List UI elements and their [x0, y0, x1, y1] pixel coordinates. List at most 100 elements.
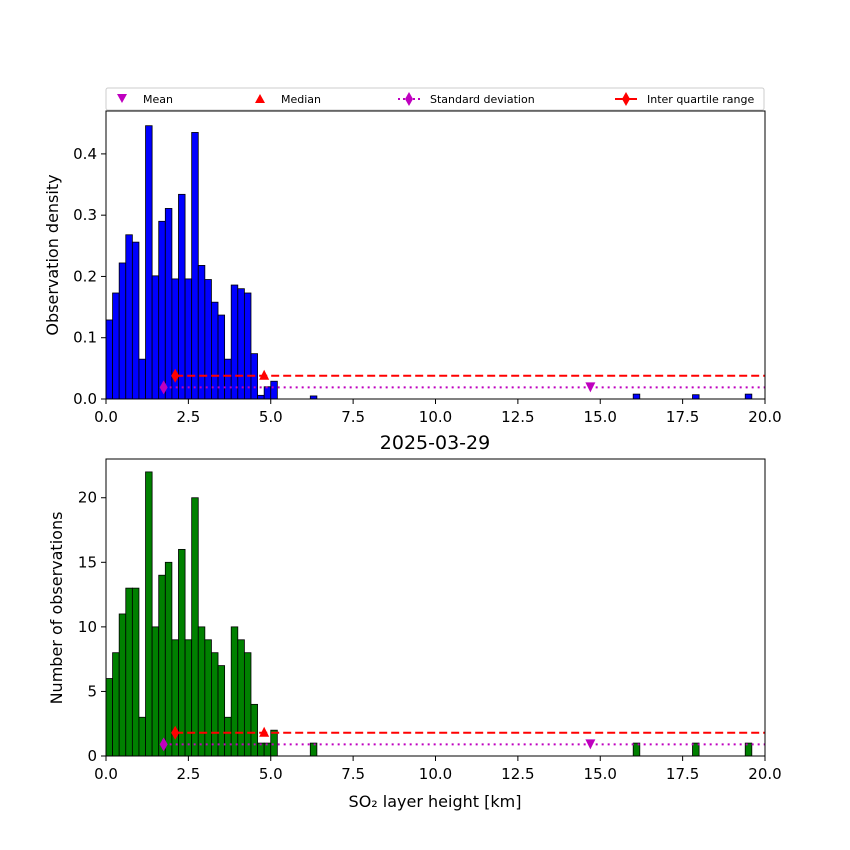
density-bar	[131, 241, 140, 400]
count-y-tick-label: 15	[78, 553, 97, 571]
count-bar	[237, 639, 245, 757]
density-y-tick-label: 0.3	[73, 206, 97, 224]
density-x-tick-label: 20.0	[748, 408, 781, 426]
count-bar	[270, 729, 278, 757]
density-iqr-marker	[171, 368, 180, 383]
density-stat-markers	[159, 368, 765, 395]
density-bar	[197, 265, 206, 400]
count-bar	[184, 639, 193, 757]
density-bar	[204, 279, 212, 400]
density-bar	[237, 288, 245, 400]
count-bar	[211, 652, 219, 757]
count-bar	[118, 613, 127, 757]
count-histogram-panel: 2025-03-29 0.0 2.5 5.0 7.5 10.0 12.5 15.0 17.5 2…	[47, 432, 782, 811]
density-x-tick-label: 5.0	[259, 408, 283, 426]
count-bars	[105, 471, 753, 757]
count-y-tick-label: 10	[78, 618, 97, 636]
count-y-tick-label: 20	[78, 489, 97, 507]
count-bar	[164, 561, 173, 757]
density-bar	[632, 393, 641, 400]
count-x-tick-label: 7.5	[341, 765, 365, 783]
count-x-tick-label: 20.0	[748, 765, 781, 783]
density-bar	[125, 234, 133, 400]
count-std-marker	[159, 737, 168, 752]
count-bar	[217, 665, 226, 757]
density-y-tick-label: 0.4	[73, 145, 97, 163]
density-y-tick-label: 0.2	[73, 267, 97, 285]
density-bar	[257, 394, 265, 400]
density-bar	[263, 386, 272, 400]
legend-label-mean: Mean	[143, 93, 173, 106]
count-bar	[250, 703, 258, 757]
density-bar	[151, 275, 160, 400]
count-bar	[224, 716, 232, 757]
density-x-tick-label: 15.0	[584, 408, 617, 426]
density-bar	[164, 208, 173, 400]
density-x-tick-label: 10.0	[419, 408, 452, 426]
density-std-marker	[159, 380, 168, 395]
density-bar	[178, 193, 186, 400]
count-median-marker	[259, 726, 270, 737]
legend: Mean Median Standard deviation Inter qua…	[105, 87, 765, 111]
density-x-axis: 0.0 2.5 5.0 7.5 10.0 12.5 15.0 17.5 20.0	[94, 399, 782, 426]
count-x-tick-label: 12.5	[501, 765, 534, 783]
density-bar	[224, 358, 232, 400]
count-bar	[112, 652, 120, 757]
density-bar	[145, 125, 153, 400]
count-stat-markers	[159, 725, 765, 752]
density-x-tick-label: 2.5	[176, 408, 200, 426]
density-bar	[184, 278, 193, 400]
density-bar	[138, 358, 146, 400]
count-bar	[131, 587, 140, 757]
density-y-axis-label: Observation density	[43, 174, 62, 335]
density-y-tick-label: 0.1	[73, 329, 97, 347]
density-bar	[211, 301, 219, 400]
density-x-tick-label: 12.5	[501, 408, 534, 426]
density-bar	[270, 380, 278, 400]
std-diamond-icon	[405, 92, 413, 106]
density-bars	[105, 125, 753, 400]
density-x-tick-label: 17.5	[666, 408, 699, 426]
density-bar	[692, 394, 700, 400]
count-y-tick-label: 0	[87, 747, 97, 765]
count-bar	[197, 626, 206, 757]
density-bar	[230, 284, 239, 400]
density-x-tick-label: 0.0	[94, 408, 118, 426]
count-x-tick-label: 0.0	[94, 765, 118, 783]
density-bar	[105, 319, 113, 400]
median-marker-icon	[255, 94, 265, 103]
count-bar	[204, 639, 212, 757]
legend-label-iqr: Inter quartile range	[647, 93, 754, 106]
iqr-diamond-icon	[622, 92, 630, 106]
density-y-axis: 0.0 0.1 0.2 0.3 0.4	[73, 145, 106, 408]
density-bar	[744, 393, 753, 400]
density-x-tick-label: 7.5	[341, 408, 365, 426]
count-bar	[145, 471, 153, 757]
count-bar	[158, 574, 166, 757]
count-bar	[191, 497, 199, 757]
count-bar	[125, 587, 133, 757]
count-bar	[243, 652, 252, 757]
density-bar	[191, 132, 199, 400]
density-bar	[118, 262, 127, 400]
density-bar	[243, 292, 252, 400]
count-x-axis-label: SO₂ layer height [km]	[349, 792, 522, 811]
count-y-axis-label: Number of observations	[47, 512, 66, 705]
density-median-marker	[259, 369, 270, 380]
count-x-tick-label: 15.0	[584, 765, 617, 783]
count-x-axis: 0.0 2.5 5.0 7.5 10.0 12.5 15.0 17.5 20.0	[94, 756, 782, 783]
count-bar	[230, 626, 239, 757]
count-y-tick-label: 5	[87, 682, 97, 700]
density-histogram-panel: 0.0 2.5 5.0 7.5 10.0 12.5 15.0 17.5 20.0 0.00.10…	[43, 110, 782, 426]
count-bar	[309, 742, 318, 757]
legend-frame	[105, 87, 765, 111]
count-y-axis: 0 5 10 15 20	[78, 489, 106, 765]
count-chart-title: 2025-03-29	[380, 432, 490, 454]
mean-marker-icon	[117, 94, 127, 103]
legend-label-std: Standard deviation	[430, 93, 535, 106]
count-bar	[105, 678, 113, 757]
density-y-tick-label: 0.0	[73, 390, 97, 408]
count-bar	[151, 626, 160, 757]
count-mean-marker	[585, 739, 596, 750]
